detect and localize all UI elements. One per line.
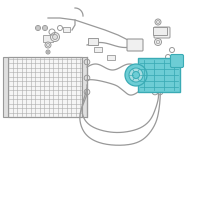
Circle shape — [45, 42, 51, 48]
Circle shape — [132, 72, 140, 78]
Circle shape — [37, 27, 39, 29]
Circle shape — [46, 50, 50, 54]
Circle shape — [46, 44, 50, 46]
Bar — [138, 58, 180, 92]
FancyBboxPatch shape — [154, 27, 170, 38]
Circle shape — [156, 21, 160, 23]
Circle shape — [47, 51, 49, 53]
Circle shape — [42, 25, 48, 30]
Circle shape — [36, 25, 40, 30]
Bar — [63, 27, 70, 32]
Bar — [107, 54, 115, 60]
Bar — [153, 27, 167, 35]
Circle shape — [44, 27, 46, 29]
Bar — [8, 57, 82, 117]
FancyBboxPatch shape — [170, 54, 184, 68]
Bar — [94, 46, 102, 51]
Bar — [3, 57, 8, 117]
Circle shape — [52, 34, 58, 40]
FancyBboxPatch shape — [127, 39, 143, 51]
Circle shape — [129, 68, 143, 82]
Bar — [82, 57, 87, 117]
Bar — [43, 35, 53, 42]
Circle shape — [155, 19, 161, 25]
Circle shape — [125, 64, 147, 86]
Bar — [88, 38, 98, 45]
Circle shape — [154, 38, 162, 46]
Circle shape — [156, 40, 160, 44]
Circle shape — [50, 32, 60, 42]
